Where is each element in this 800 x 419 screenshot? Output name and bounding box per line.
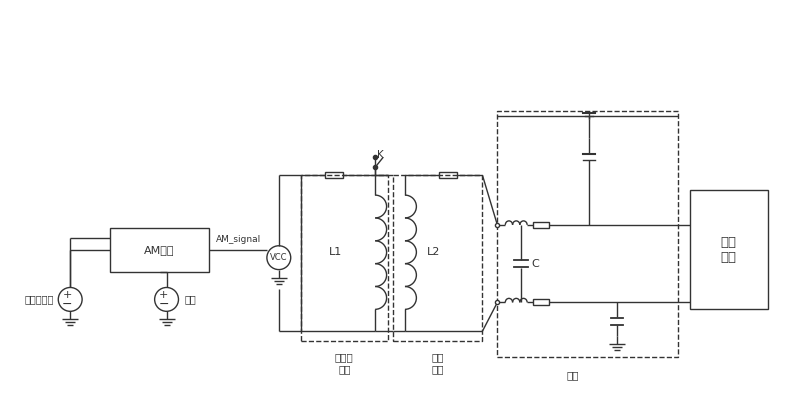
- Text: AM_signal: AM_signal: [215, 235, 261, 244]
- Text: +: +: [62, 290, 72, 300]
- Bar: [301, 175, 388, 341]
- Bar: [438, 172, 457, 178]
- Bar: [690, 190, 767, 309]
- Text: −: −: [62, 298, 73, 311]
- Text: 读卡器
天线: 读卡器 天线: [335, 352, 354, 374]
- Text: +: +: [159, 290, 168, 300]
- Text: 封装: 封装: [566, 370, 579, 380]
- Text: −: −: [158, 298, 169, 311]
- Text: 载波: 载波: [185, 295, 196, 304]
- Bar: [533, 300, 549, 305]
- Text: L1: L1: [329, 247, 342, 257]
- Bar: [110, 228, 210, 272]
- Bar: [326, 172, 343, 178]
- Text: L2: L2: [427, 247, 440, 257]
- Text: 调制信号源: 调制信号源: [25, 295, 54, 304]
- Bar: [498, 111, 678, 357]
- Text: C: C: [531, 259, 539, 269]
- Text: AM调制: AM调制: [144, 245, 175, 255]
- Text: K: K: [377, 150, 384, 160]
- Bar: [393, 175, 482, 341]
- Bar: [533, 222, 549, 228]
- Text: VCC: VCC: [270, 253, 287, 262]
- Text: 标签
芯片: 标签 芯片: [721, 236, 737, 264]
- Text: 标签
天线: 标签 天线: [431, 352, 444, 374]
